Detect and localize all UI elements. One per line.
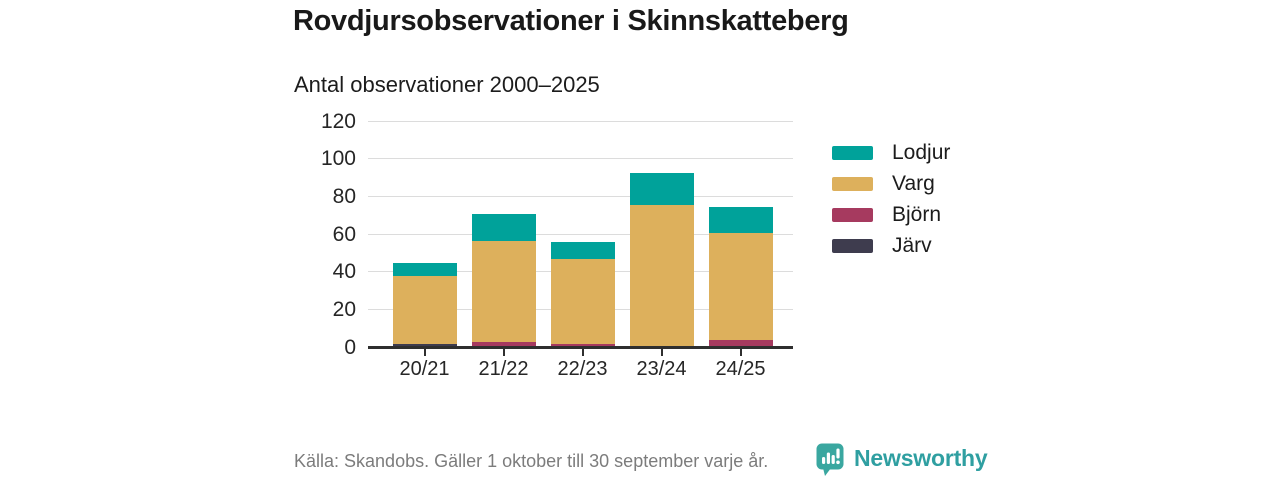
x-axis-tick [581,349,584,356]
bar-segment-järv-20-21 [392,344,457,346]
bar-segment-lodjur-23-24 [629,172,694,205]
legend-item-varg: Varg [832,172,950,196]
x-axis-tick [502,349,505,356]
bar-segment-lodjur-22-23 [550,242,615,260]
y-axis-tick-label: 80 [332,184,356,208]
gridline [368,233,793,235]
legend-item-björn: Björn [832,203,950,227]
y-axis-tick-label: 60 [332,222,356,246]
legend-swatch-icon [832,208,873,222]
bar-segment-björn-24-25 [708,340,773,346]
legend-swatch-icon [832,239,873,253]
legend-label: Järv [892,234,932,257]
x-axis-tick-label: 20/21 [399,358,450,380]
gridline [368,120,793,122]
x-axis-tick-label: 24/25 [715,358,766,380]
legend-swatch-icon [832,146,873,160]
gridline [368,195,793,197]
legend-label: Björn [892,203,942,226]
legend-label: Varg [892,172,935,195]
bar-segment-varg-20-21 [392,276,457,345]
y-axis-tick-label: 40 [332,260,356,284]
bar-segment-björn-21-22 [471,342,536,346]
x-axis-line [368,346,793,349]
y-axis-tick-label: 100 [320,147,356,171]
x-axis-tick-label: 21/22 [478,358,529,380]
x-axis-tick [423,349,426,356]
chart-title: Rovdjursobservationer i Skinnskatteberg [293,5,849,37]
gridline [368,158,793,160]
legend: Lodjur Varg Björn Järv [832,141,950,258]
newsworthy-logo-icon [816,443,844,476]
legend-item-järv: Järv [832,234,950,258]
y-axis-tick-label: 120 [320,109,356,133]
bar-segment-lodjur-20-21 [392,263,457,277]
legend-item-lodjur: Lodjur [832,141,950,165]
y-axis-tick-label: 20 [332,297,356,321]
brand-name: Newsworthy [854,445,988,471]
bar-segment-björn-22-23 [550,344,615,346]
legend-label: Lodjur [892,141,951,164]
bar-segment-varg-23-24 [629,204,694,346]
bar-segment-varg-21-22 [471,240,536,343]
chart-subtitle: Antal observationer 2000–2025 [294,72,600,97]
legend-swatch-icon [832,177,873,191]
bar-segment-varg-24-25 [708,233,773,341]
y-axis-tick-label: 0 [344,335,356,359]
brand-logo: Newsworthy [815,442,988,477]
x-axis-tick-label: 22/23 [557,358,608,380]
bar-segment-lodjur-24-25 [708,206,773,233]
x-axis-tick-label: 23/24 [636,358,687,380]
bar-segment-varg-22-23 [550,259,615,345]
x-axis-tick [739,349,742,356]
x-axis-tick [660,349,663,356]
source-note: Källa: Skandobs. Gäller 1 oktober till 3… [294,451,769,471]
bar-segment-lodjur-21-22 [471,214,536,241]
